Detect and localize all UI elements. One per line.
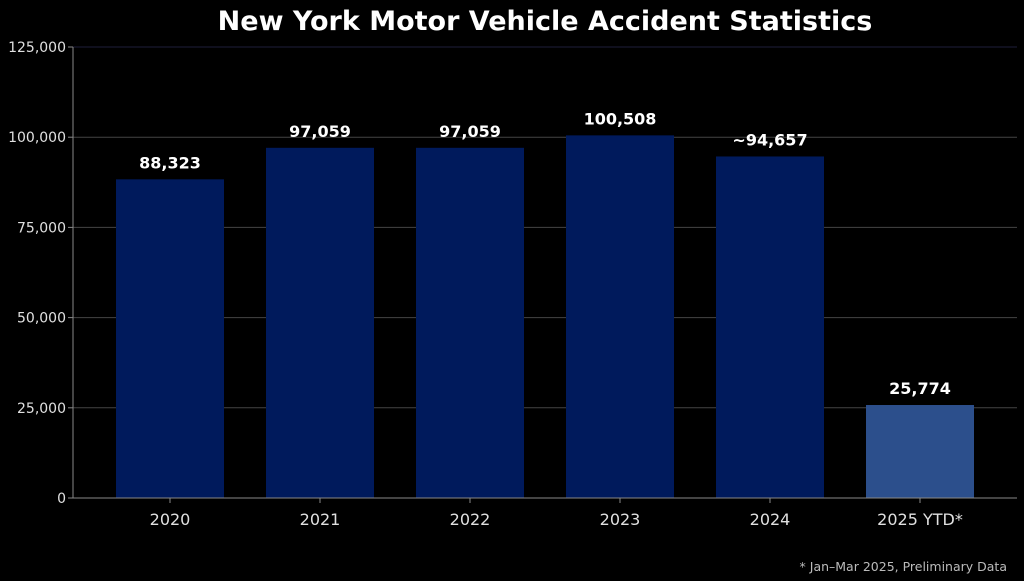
- data-label: 88,323: [139, 153, 201, 172]
- bar: [716, 156, 824, 498]
- bars: 88,323 97,059 97,059 100,508 ~94,657 25,774: [116, 109, 974, 499]
- x-tick-label: 2023: [600, 510, 641, 529]
- x-tick-label: 2020: [150, 510, 191, 529]
- bar: [866, 405, 974, 498]
- data-label: 97,059: [439, 122, 501, 141]
- y-tick-label: 125,000: [8, 40, 66, 56]
- y-tick-label: 75,000: [17, 220, 66, 236]
- x-tick-label: 2024: [750, 510, 791, 529]
- axes: 0 25,000 50,000 75,000 100,000 125,000 2020 202…: [8, 40, 1017, 529]
- data-label: 25,774: [889, 379, 951, 398]
- y-tick-label: 25,000: [17, 401, 66, 417]
- footnote: * Jan–Mar 2025, Preliminary Data: [800, 559, 1007, 574]
- y-tick-label: 0: [57, 491, 66, 507]
- data-label: 100,508: [584, 109, 657, 128]
- bar: [416, 147, 524, 498]
- x-tick-label: 2021: [300, 510, 341, 529]
- x-tick-label: 2022: [450, 510, 491, 529]
- y-tick-label: 50,000: [17, 311, 66, 327]
- data-label: 97,059: [289, 122, 351, 141]
- bar: [566, 135, 674, 499]
- x-tick-label: 2025 YTD*: [877, 510, 963, 529]
- gridlines: [73, 46, 1017, 409]
- chart-title: New York Motor Vehicle Accident Statisti…: [218, 6, 873, 37]
- data-label: ~94,657: [732, 130, 807, 149]
- y-tick-label: 100,000: [8, 130, 66, 146]
- bar: [266, 147, 374, 498]
- bar: [116, 179, 224, 498]
